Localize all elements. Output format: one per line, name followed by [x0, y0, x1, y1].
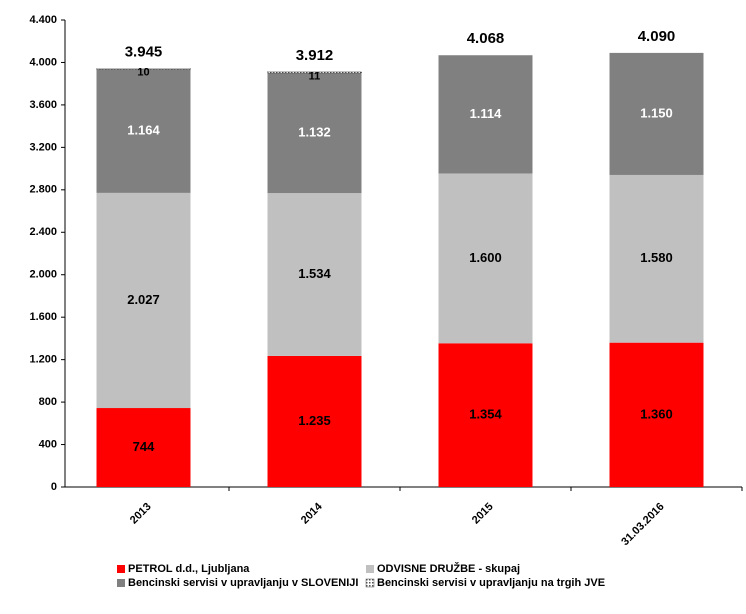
legend-label: Bencinski servisi v upravljanju v SLOVEN… [128, 577, 358, 589]
total-label: 3.912 [296, 47, 334, 64]
value-label: 1.132 [298, 124, 331, 139]
value-label: 1.354 [469, 407, 502, 422]
bar-segment [96, 192, 191, 409]
y-tick-label: 2.000 [29, 269, 57, 281]
bar-segment [267, 355, 362, 487]
bar-segment [438, 343, 533, 487]
total-label: 4.090 [638, 28, 676, 45]
bar-segment [438, 55, 533, 174]
y-tick-label: 0 [51, 481, 57, 493]
y-tick-label: 1.200 [29, 354, 57, 366]
y-tick-label: 1.600 [29, 311, 57, 323]
value-label: 744 [133, 439, 155, 454]
y-tick-label: 800 [39, 396, 57, 408]
y-tick-label: 2.800 [29, 184, 57, 196]
value-label: 11 [309, 70, 321, 82]
bar-segment [438, 173, 533, 344]
legend-label: ODVISNE DRUŽBE - skupaj [377, 562, 520, 575]
bar-segment [609, 52, 704, 175]
y-tick-label: 4.400 [29, 14, 57, 26]
bar-segment [267, 71, 362, 74]
y-tick-label: 2.400 [29, 226, 57, 238]
y-tick-label: 4.000 [29, 56, 57, 68]
bar-segment [609, 342, 704, 487]
value-label: 10 [137, 67, 149, 79]
value-label: 1.360 [640, 406, 673, 421]
value-label: 1.114 [470, 106, 503, 121]
bar-segment [96, 69, 191, 193]
total-label: 3.945 [125, 43, 163, 60]
legend-swatch [117, 579, 125, 587]
bar-segment [96, 68, 191, 70]
value-label: 1.600 [469, 250, 502, 265]
bar-segment [267, 193, 362, 356]
bar-segment [267, 72, 362, 194]
total-label: 4.068 [467, 30, 505, 47]
y-tick-label: 3.600 [29, 99, 57, 111]
x-tick-label: 2013 [128, 501, 154, 527]
x-tick-label: 2015 [470, 501, 496, 527]
value-label: 1.164 [127, 123, 160, 138]
bar-segment [96, 408, 191, 487]
value-label: 1.534 [298, 266, 331, 281]
legend-label: Bencinski servisi v upravljanju na trgih… [377, 577, 605, 589]
value-label: 1.580 [640, 250, 673, 265]
y-tick-label: 3.200 [29, 141, 57, 153]
legend-swatch [117, 565, 125, 573]
value-label: 1.150 [640, 105, 673, 120]
value-label: 1.235 [298, 413, 331, 428]
y-tick-label: 400 [39, 438, 57, 450]
legend-label: PETROL d.d., Ljubljana [128, 563, 250, 575]
x-tick-label: 31.03.2016 [619, 501, 666, 548]
bar-segment [609, 174, 704, 343]
value-label: 2.027 [127, 292, 160, 307]
x-tick-label: 2014 [299, 500, 325, 526]
legend-swatch [366, 565, 374, 573]
legend-swatch [365, 578, 375, 588]
